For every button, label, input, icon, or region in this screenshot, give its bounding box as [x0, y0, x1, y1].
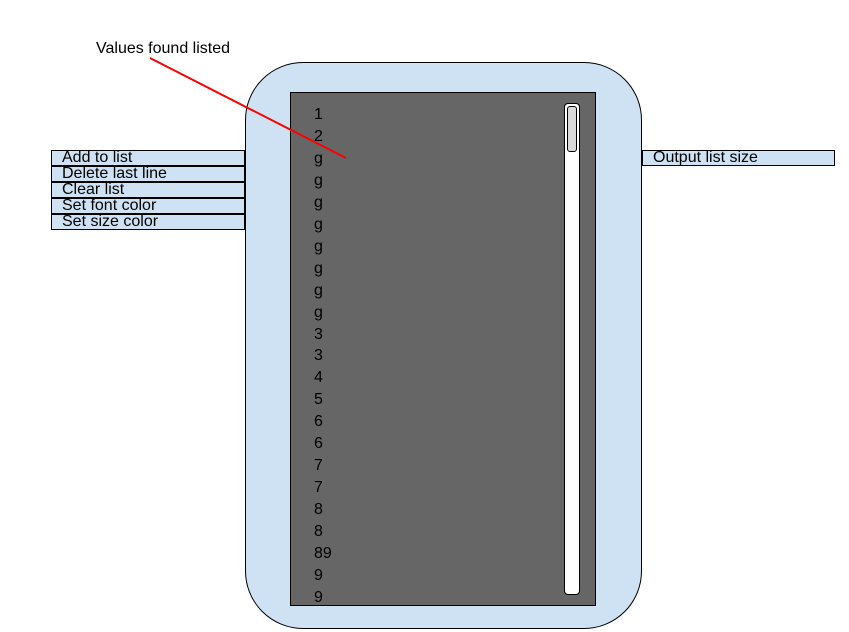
- list-item: g: [314, 303, 323, 321]
- list-item: 3: [314, 325, 323, 343]
- list-item: 4: [314, 369, 323, 387]
- scrollbar-thumb[interactable]: [567, 106, 577, 152]
- set-size-color-input[interactable]: Set size color: [51, 214, 245, 230]
- list-item: 89: [314, 545, 332, 563]
- list-item: g: [314, 193, 323, 211]
- list-item: g: [314, 171, 323, 189]
- list-item: 9: [314, 567, 323, 585]
- list-item: 2: [314, 127, 323, 145]
- list-item: g: [314, 259, 323, 277]
- list-item: 7: [314, 479, 323, 497]
- annotation-label: Values found listed: [96, 40, 231, 57]
- value-list-panel[interactable]: 1 2 g g g g g g g g 3 3 4 5 6 6 7 7 8 8 …: [290, 92, 596, 606]
- list-item: g: [314, 281, 323, 299]
- clear-list-input[interactable]: Clear list: [51, 182, 245, 198]
- list-item: 8: [314, 501, 323, 519]
- add-to-list-input[interactable]: Add to list: [51, 150, 245, 166]
- list-item: 6: [314, 435, 323, 453]
- value-list: 1 2 g g g g g g g g 3 3 4 5 6 6 7 7 8 8 …: [314, 104, 332, 606]
- list-item: g: [314, 149, 323, 167]
- list-item: 3: [314, 347, 323, 365]
- list-item: 6: [314, 413, 323, 431]
- list-item: 8: [314, 523, 323, 541]
- output-list-size-port[interactable]: Output list size: [642, 150, 835, 166]
- list-item: 9: [314, 588, 323, 606]
- list-item: 5: [314, 391, 323, 409]
- list-item: g: [314, 237, 323, 255]
- list-item: 7: [314, 457, 323, 475]
- set-font-color-input[interactable]: Set font color: [51, 198, 245, 214]
- list-item: g: [314, 215, 323, 233]
- list-scrollbar[interactable]: [564, 103, 580, 595]
- list-item: 1: [314, 106, 323, 123]
- delete-last-line-input[interactable]: Delete last line: [51, 166, 245, 182]
